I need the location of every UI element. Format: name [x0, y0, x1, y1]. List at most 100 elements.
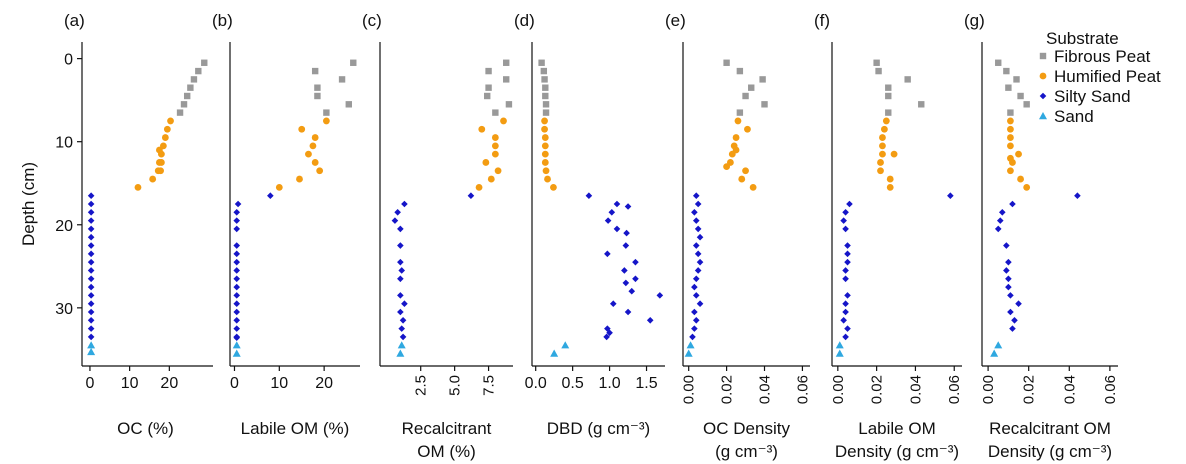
sand-point [396, 349, 405, 357]
panel-letter: (g) [964, 11, 985, 30]
silty-sand-point [399, 317, 407, 324]
x-axis-label: Density (g cm⁻³) [988, 442, 1112, 461]
x-tick-label: 0 [85, 375, 94, 392]
silty-sand-point [87, 300, 95, 307]
x-tick-label: 10 [121, 375, 139, 392]
silty-sand-point [87, 333, 95, 341]
silty-sand-point [603, 333, 610, 341]
silty-sand-point [606, 329, 613, 337]
x-tick-label: 0.02 [719, 375, 736, 404]
silty-sand-point [87, 233, 95, 241]
humified-peat-point [163, 125, 171, 133]
silty-sand-point [233, 334, 241, 342]
silty-sand-point [844, 325, 851, 332]
sand-point [835, 349, 844, 357]
silty-sand-point [613, 200, 621, 208]
humified-peat-point [1023, 183, 1031, 191]
silty-sand-point [844, 258, 851, 266]
fibrous-peat-point [761, 101, 768, 108]
x-tick-label: 10 [270, 375, 288, 392]
silty-sand-point [998, 209, 1006, 216]
fibrous-peat-point [1003, 67, 1010, 75]
silty-sand-point [585, 192, 593, 199]
x-tick-label: 20 [315, 375, 333, 392]
silty-sand-point [87, 325, 95, 332]
humified-peat-point [478, 125, 486, 133]
x-tick-label: 7.5 [481, 375, 498, 396]
fibrous-peat-point [176, 109, 184, 116]
panel-f: (f) 0.00 0.02 0.04 0.06 Labile OM Density (g c… [814, 11, 963, 461]
silty-sand-point [628, 287, 636, 295]
humified-peat-point [322, 117, 330, 125]
humified-peat-point [732, 134, 740, 141]
fibrous-peat-point [1007, 109, 1014, 116]
silty-sand-point [87, 225, 95, 233]
panel-letter: (b) [212, 11, 233, 30]
fibrous-peat-point [505, 101, 513, 108]
silty-sand-point [947, 192, 954, 199]
x-tick-label: 0.5 [562, 375, 584, 392]
sand-point [232, 349, 241, 357]
x-tick-label: 0.02 [1021, 375, 1038, 404]
x-axis-label: OC Density [703, 419, 790, 438]
silty-sand-point [646, 317, 654, 324]
humified-peat-point [723, 163, 730, 171]
silty-sand-point [842, 225, 849, 233]
humified-peat-point [1017, 175, 1024, 183]
humified-peat-point [541, 150, 549, 158]
silty-sand-point [233, 308, 241, 316]
silty-sand-point [692, 317, 700, 324]
y-tick-label: 20 [55, 218, 73, 235]
sand-point [397, 341, 406, 349]
fibrous-peat-point [314, 84, 321, 91]
sand-point [835, 341, 844, 349]
panel-letter: (e) [665, 11, 686, 30]
silty-sand-point [87, 192, 95, 199]
silty-sand-point [691, 308, 698, 316]
silty-sand-point [846, 200, 853, 208]
silty-sand-point [842, 300, 849, 307]
silty-sand-point [87, 317, 95, 324]
fibrous-peat-point [918, 101, 925, 108]
y-axis-label: Depth (cm) [19, 162, 38, 246]
humified-peat-point [1007, 117, 1014, 125]
x-tick-label: 0.06 [1102, 375, 1119, 404]
humified-peat-point [305, 150, 312, 158]
y-tick-label: 10 [55, 135, 73, 152]
fibrous-peat-point [190, 76, 198, 83]
x-tick-label: 0.00 [830, 375, 847, 404]
humified-peat-point [742, 167, 749, 175]
silty-sand-point [1011, 317, 1018, 324]
silty-sand-point [234, 200, 242, 208]
silty-sand-point [1074, 192, 1081, 199]
humified-peat-point [491, 150, 499, 158]
silty-sand-point [696, 258, 704, 266]
silty-sand-point [696, 300, 704, 307]
silty-sand-point [844, 250, 851, 258]
fibrous-peat-point [541, 76, 548, 83]
silty-sand-point [87, 258, 95, 266]
silty-sand-point [398, 325, 406, 332]
silty-sand-point [267, 192, 274, 199]
sand-point [684, 349, 693, 357]
silty-sand-point [840, 217, 847, 224]
silty-sand-point [656, 292, 664, 299]
humified-peat-point [877, 159, 884, 166]
x-tick-label: 0.00 [681, 375, 698, 404]
humified-peat-point [886, 175, 894, 183]
humified-peat-point [890, 150, 898, 158]
silty-sand-point [692, 292, 700, 299]
humified-peat-point [149, 175, 157, 183]
x-tick-label: 1.0 [598, 375, 620, 392]
humified-peat-point [1007, 134, 1014, 141]
silty-sand-point [842, 333, 849, 341]
silty-sand-point [842, 308, 849, 316]
panel-a: (a) 0 10 20 OC (%) [64, 11, 213, 438]
humified-peat-point [886, 183, 894, 191]
fibrous-peat-point [195, 67, 202, 75]
sand-point [561, 341, 570, 349]
silty-sand-point [692, 275, 700, 283]
silty-sand-point [233, 317, 241, 324]
silty-sand-point [613, 225, 621, 233]
